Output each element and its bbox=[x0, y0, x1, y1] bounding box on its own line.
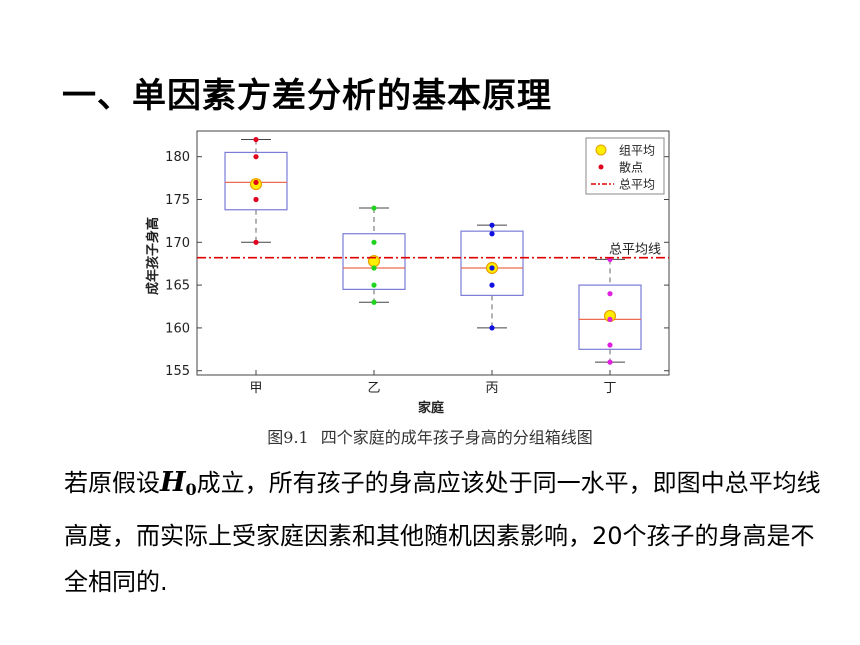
x-tick-label: 丁 bbox=[603, 381, 616, 396]
box-iqr bbox=[224, 151, 288, 211]
h0-symbol: H0 bbox=[160, 467, 197, 499]
scatter-point bbox=[253, 196, 259, 203]
scatter-point bbox=[253, 239, 259, 245]
scatter-point bbox=[489, 231, 495, 237]
box-plot-chart: 成年孩子身高 家庭 155 160 165 170 175 180 甲 乙 丙 丁 总平均线 组平均散… bbox=[145, 130, 670, 416]
y-tick-label: 160 bbox=[165, 321, 190, 336]
paragraph-part-2: 成立，所有孩子的身高应该处于同一水平，即图中总平均线高度，而实际上受家庭因素和其… bbox=[64, 469, 821, 596]
h0-letter: H bbox=[160, 467, 186, 498]
x-tick-label: 乙 bbox=[367, 381, 380, 396]
scatter-point bbox=[371, 265, 377, 271]
explanation-paragraph: 若原假设H0成立，所有孩子的身高应该处于同一水平，即图中总平均线高度，而实际上受… bbox=[64, 460, 834, 605]
legend-label: 散点 bbox=[619, 160, 643, 175]
scatter-point bbox=[489, 282, 495, 288]
slide-title: 一、单因素方差分析的基本原理 bbox=[62, 76, 552, 116]
y-tick-label: 165 bbox=[165, 279, 190, 294]
legend-marker-mean bbox=[595, 144, 607, 156]
legend-label: 组平均 bbox=[619, 144, 655, 158]
legend-label: 总平均 bbox=[619, 178, 655, 192]
scatter-point bbox=[489, 325, 495, 331]
box-iqr bbox=[342, 233, 406, 290]
scatter-point bbox=[607, 291, 613, 297]
scatter-point bbox=[371, 205, 377, 211]
scatter-point bbox=[489, 265, 495, 271]
figure-number: 图9.1 bbox=[267, 428, 309, 447]
scatter-point bbox=[371, 282, 377, 288]
x-tick-label: 丙 bbox=[485, 381, 498, 396]
scatter-point bbox=[253, 154, 259, 160]
scatter-point bbox=[607, 316, 613, 322]
scatter-point bbox=[253, 179, 259, 185]
paragraph-part-1: 若原假设 bbox=[64, 469, 160, 497]
scatter-point bbox=[253, 136, 259, 143]
box-iqr bbox=[578, 284, 642, 350]
y-tick-label: 155 bbox=[165, 364, 190, 379]
y-axis-label: 成年孩子身高 bbox=[145, 217, 161, 295]
x-tick-label: 甲 bbox=[249, 381, 262, 396]
figure-caption-text: 四个家庭的成年孩子身高的分组箱线图 bbox=[320, 428, 593, 447]
y-tick-label: 170 bbox=[165, 236, 190, 251]
x-axis-label: 家庭 bbox=[418, 400, 445, 416]
scatter-point bbox=[371, 299, 377, 305]
overall-mean-label: 总平均线 bbox=[609, 243, 661, 258]
legend-marker-points bbox=[598, 164, 604, 170]
y-tick-label: 175 bbox=[165, 193, 190, 208]
scatter-point bbox=[607, 359, 613, 365]
y-tick-label: 180 bbox=[165, 150, 190, 165]
scatter-point bbox=[607, 342, 613, 348]
scatter-point bbox=[489, 222, 495, 228]
figure-caption: 图9.1 四个家庭的成年孩子身高的分组箱线图 bbox=[0, 424, 860, 448]
scatter-point bbox=[371, 239, 377, 245]
h0-subscript: 0 bbox=[185, 480, 197, 499]
